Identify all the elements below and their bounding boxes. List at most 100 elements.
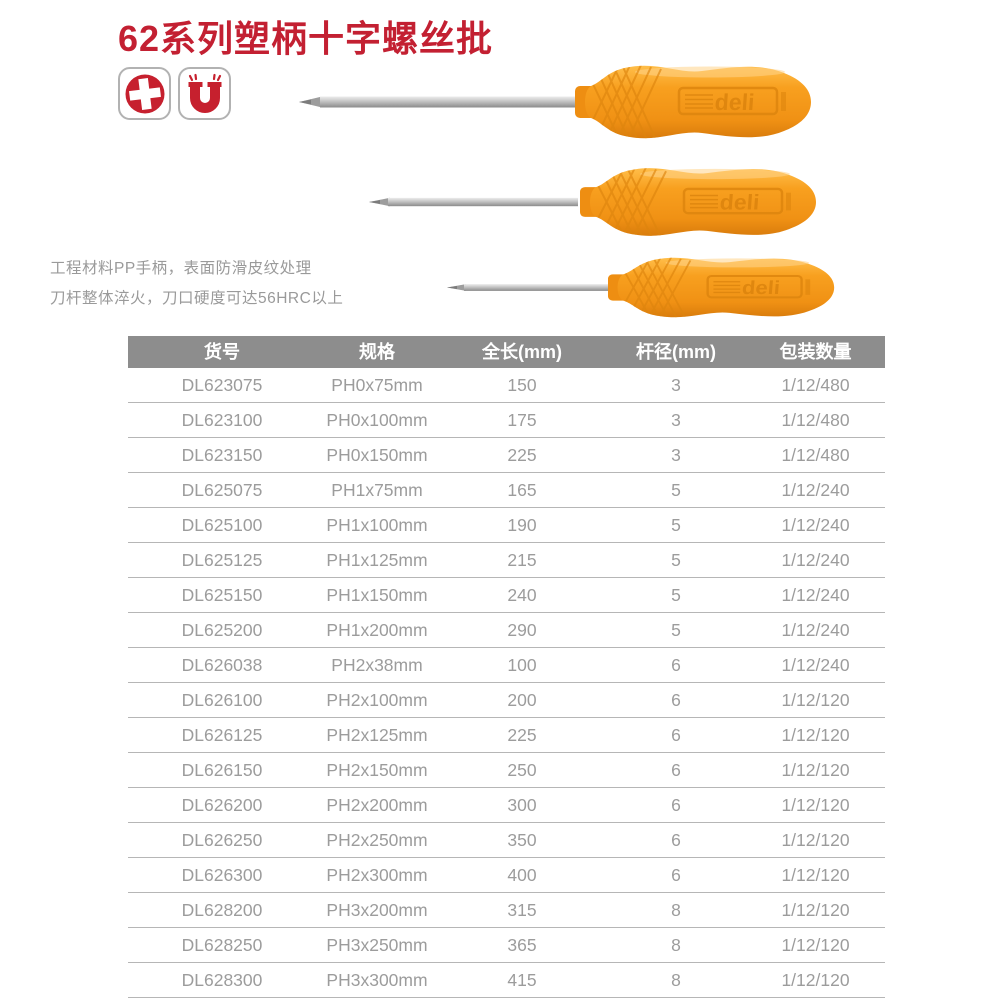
- table-cell: PH0x100mm: [326, 410, 428, 430]
- table-cell: 6: [671, 655, 681, 675]
- table-row: DL626250 PH2x250mm 350 6 1/12/120: [128, 823, 885, 858]
- table-cell: 1/12/120: [781, 830, 850, 850]
- magnetic-feature-badge: [178, 67, 231, 120]
- table-cell: PH2x38mm: [331, 655, 423, 675]
- table-cell: 3: [671, 445, 681, 465]
- table-row: DL626038 PH2x38mm 100 6 1/12/240: [128, 648, 885, 683]
- table-cell: 1/12/240: [781, 585, 850, 605]
- table-cell: 1/12/480: [781, 445, 850, 465]
- table-cell: PH2x200mm: [326, 795, 428, 815]
- table-cell: 5: [671, 620, 681, 640]
- screwdriver-image-medium: [369, 160, 827, 244]
- table-cell: 5: [671, 550, 681, 570]
- table-cell: DL626200: [181, 795, 263, 815]
- table-cell: PH0x75mm: [331, 375, 423, 395]
- table-cell: DL626300: [181, 865, 263, 885]
- table-cell: 240: [507, 585, 537, 605]
- table-cell: DL628200: [181, 900, 263, 920]
- table-row: DL623100 PH0x100mm 175 3 1/12/480: [128, 403, 885, 438]
- table-cell: 1/12/120: [781, 725, 850, 745]
- feature-badges: [118, 67, 231, 120]
- table-cell: DL626125: [181, 725, 263, 745]
- column-header-packing: 包装数量: [779, 342, 852, 362]
- table-cell: 175: [507, 410, 537, 430]
- table-row: DL628300 PH3x300mm 415 8 1/12/120: [128, 963, 885, 998]
- table-cell: PH2x100mm: [326, 690, 428, 710]
- table-cell: 415: [507, 970, 537, 990]
- table-cell: 1/12/120: [781, 865, 850, 885]
- table-cell: 1/12/120: [781, 690, 850, 710]
- table-row: DL628200 PH3x200mm 315 8 1/12/120: [128, 893, 885, 928]
- table-cell: 215: [507, 550, 537, 570]
- table-cell: 1/12/120: [781, 900, 850, 920]
- table-cell: 400: [507, 865, 537, 885]
- column-header-spec: 规格: [359, 342, 395, 362]
- table-cell: 6: [671, 830, 681, 850]
- table-cell: 6: [671, 760, 681, 780]
- table-cell: DL623100: [181, 410, 263, 430]
- table-cell: 1/12/240: [781, 620, 850, 640]
- description-line: 工程材料PP手柄，表面防滑皮纹处理: [50, 260, 312, 277]
- table-row: DL625150 PH1x150mm 240 5 1/12/240: [128, 578, 885, 613]
- table-row: DL625100 PH1x100mm 190 5 1/12/240: [128, 508, 885, 543]
- column-header-length: 全长(mm): [482, 342, 562, 362]
- table-cell: DL628250: [181, 935, 263, 955]
- magnet-icon: [188, 73, 221, 113]
- table-cell: DL626250: [181, 830, 263, 850]
- table-cell: 250: [507, 760, 537, 780]
- table-cell: 6: [671, 795, 681, 815]
- table-cell: PH0x150mm: [326, 445, 428, 465]
- table-cell: DL623150: [181, 445, 263, 465]
- table-row: DL626100 PH2x100mm 200 6 1/12/120: [128, 683, 885, 718]
- table-cell: 5: [671, 480, 681, 500]
- table-row: DL626150 PH2x150mm 250 6 1/12/120: [128, 753, 885, 788]
- table-cell: PH2x125mm: [326, 725, 428, 745]
- table-cell: PH1x125mm: [326, 550, 428, 570]
- table-cell: DL623075: [181, 375, 263, 395]
- table-row: DL626200 PH2x200mm 300 6 1/12/120: [128, 788, 885, 823]
- table-cell: 1/12/480: [781, 375, 850, 395]
- table-row: DL625200 PH1x200mm 290 5 1/12/240: [128, 613, 885, 648]
- table-cell: 5: [671, 585, 681, 605]
- table-cell: PH3x300mm: [326, 970, 428, 990]
- table-cell: DL625100: [181, 515, 263, 535]
- table-cell: 1/12/120: [781, 970, 850, 990]
- column-header-diameter: 杆径(mm): [636, 342, 716, 362]
- table-cell: PH3x250mm: [326, 935, 428, 955]
- table-cell: 1/12/120: [781, 935, 850, 955]
- table-body: DL623075 PH0x75mm 150 3 1/12/480 DL623100 PH0x…: [128, 368, 885, 998]
- table-row: DL626125 PH2x125mm 225 6 1/12/120: [128, 718, 885, 753]
- table-row: DL628250 PH3x250mm 365 8 1/12/120: [128, 928, 885, 963]
- table-cell: 1/12/240: [781, 480, 850, 500]
- table-cell: DL626150: [181, 760, 263, 780]
- table-row: DL626300 PH2x300mm 400 6 1/12/120: [128, 858, 885, 893]
- table-cell: 225: [507, 445, 537, 465]
- screwdriver-image-small: [447, 249, 840, 326]
- table-cell: 6: [671, 725, 681, 745]
- table-row: DL625125 PH1x125mm 215 5 1/12/240: [128, 543, 885, 578]
- table-cell: 8: [671, 900, 681, 920]
- table-cell: PH2x300mm: [326, 865, 428, 885]
- table-cell: DL625125: [181, 550, 263, 570]
- table-cell: 225: [507, 725, 537, 745]
- table-cell: 300: [507, 795, 537, 815]
- table-row: DL625075 PH1x75mm 165 5 1/12/240: [128, 473, 885, 508]
- table-cell: DL625200: [181, 620, 263, 640]
- table-cell: DL626038: [181, 655, 263, 675]
- table-cell: 290: [507, 620, 537, 640]
- table-header-row: 货号 规格 全长(mm) 杆径(mm) 包装数量: [128, 336, 885, 368]
- table-cell: 1/12/480: [781, 410, 850, 430]
- table-cell: 100: [507, 655, 537, 675]
- description-line: 刀杆整体淬火，刀口硬度可达56HRC以上: [50, 290, 344, 307]
- table-cell: 315: [507, 900, 537, 920]
- table-cell: DL626100: [181, 690, 263, 710]
- phillips-cross-icon: [125, 74, 164, 113]
- table-row: DL623075 PH0x75mm 150 3 1/12/480: [128, 368, 885, 403]
- table-cell: 365: [507, 935, 537, 955]
- page-title: 62系列塑柄十字螺丝批: [118, 18, 494, 59]
- table-cell: 6: [671, 690, 681, 710]
- table-cell: 8: [671, 935, 681, 955]
- table-cell: PH3x200mm: [326, 900, 428, 920]
- table-cell: 6: [671, 865, 681, 885]
